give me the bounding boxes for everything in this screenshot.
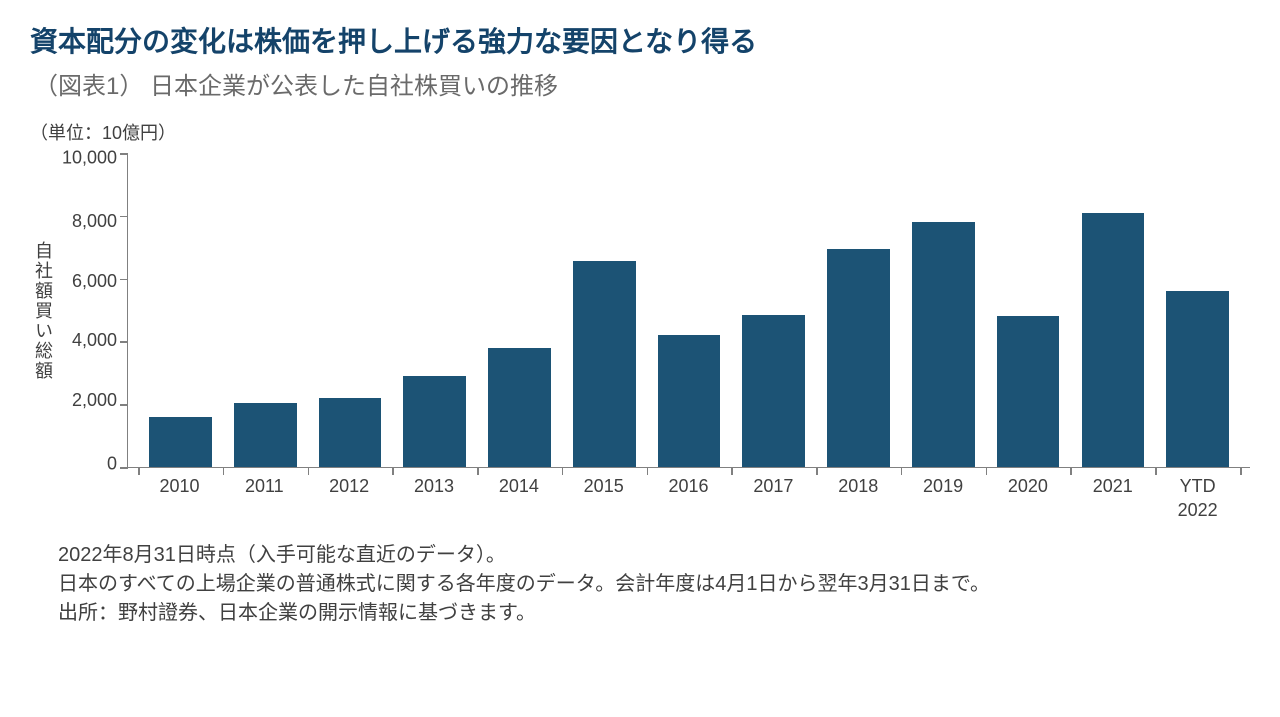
bar-slot <box>986 153 1071 467</box>
x-tick-label: 2011 <box>222 468 307 523</box>
footnote-line: 2022年8月31日時点（入手可能な直近のデータ）。 <box>58 541 1250 570</box>
x-tick-mark <box>392 467 394 475</box>
x-tick-mark <box>647 467 649 475</box>
bar <box>827 249 890 467</box>
y-tick-label: 10,000 <box>62 149 117 167</box>
y-tick-label: 0 <box>107 454 117 472</box>
x-tick-mark <box>477 467 479 475</box>
y-tick-label: 2,000 <box>72 391 117 409</box>
y-axis-ticks: 10,0008,0006,0004,0002,0000 <box>62 153 127 468</box>
x-tick-label: 2016 <box>646 468 731 523</box>
y-tick-mark <box>120 467 128 469</box>
x-tick-label: 2017 <box>731 468 816 523</box>
x-tick-label: 2019 <box>901 468 986 523</box>
bar <box>997 316 1060 467</box>
y-axis-title: 自社額買い総額 <box>30 153 62 468</box>
y-tick-mark <box>120 153 128 155</box>
x-tick-label: 2010 <box>137 468 222 523</box>
x-tick-mark <box>986 467 988 475</box>
unit-label: （単位：10億円） <box>30 119 1250 145</box>
x-tick-label: 2020 <box>986 468 1071 523</box>
chart-wrapper: 自社額買い総額 10,0008,0006,0004,0002,0000 2010… <box>30 153 1250 523</box>
bar-slot <box>647 153 732 467</box>
x-tick-mark <box>1240 467 1242 475</box>
bar-slot <box>901 153 986 467</box>
x-tick-mark <box>1155 467 1157 475</box>
bar-slot <box>138 153 223 467</box>
x-tick-label: 2013 <box>392 468 477 523</box>
bar-slot <box>731 153 816 467</box>
bar-slot <box>308 153 393 467</box>
chart-subtitle: （図表1） 日本企業が公表した自社株買いの推移 <box>34 66 1250 101</box>
bar <box>149 417 212 467</box>
x-tick-label: 2012 <box>307 468 392 523</box>
x-tick-label: 2018 <box>816 468 901 523</box>
y-tick-label: 4,000 <box>72 331 117 349</box>
x-axis-labels: 2010201120122013201420152016201720182019… <box>127 468 1250 523</box>
bar <box>488 348 551 467</box>
x-tick-label: 2014 <box>476 468 561 523</box>
bar-slot <box>1155 153 1240 467</box>
x-tick-label: 2015 <box>561 468 646 523</box>
plot-area <box>127 153 1250 468</box>
y-tick-mark <box>120 341 128 343</box>
x-tick-mark <box>562 467 564 475</box>
y-tick-mark <box>120 279 128 281</box>
y-tick-label: 6,000 <box>72 272 117 290</box>
footnote-line: 日本のすべての上場企業の普通株式に関する各年度のデータ。会計年度は4月1日から翌… <box>58 570 1250 599</box>
x-tick-mark <box>901 467 903 475</box>
bar-slot <box>1070 153 1155 467</box>
bar-slot <box>816 153 901 467</box>
bar-slot <box>477 153 562 467</box>
bars-container <box>128 153 1250 467</box>
x-tick-label: 2021 <box>1070 468 1155 523</box>
footnotes: 2022年8月31日時点（入手可能な直近のデータ）。日本のすべての上場企業の普通… <box>58 541 1250 628</box>
x-tick-mark <box>1070 467 1072 475</box>
footnote-line: 出所：野村證券、日本企業の開示情報に基づきます。 <box>58 599 1250 628</box>
x-tick-mark <box>138 467 140 475</box>
bar <box>742 315 805 467</box>
y-tick-mark <box>120 216 128 218</box>
x-tick-mark <box>308 467 310 475</box>
bar <box>658 335 721 467</box>
x-tick-mark <box>816 467 818 475</box>
bar <box>912 222 975 467</box>
chart-area: 10,0008,0006,0004,0002,0000 201020112012… <box>62 153 1250 523</box>
bar <box>403 376 466 467</box>
chart-title: 資本配分の変化は株価を押し上げる強力な要因となり得る <box>30 20 1250 60</box>
bar-slot <box>223 153 308 467</box>
bar <box>1166 291 1229 467</box>
x-tick-mark <box>223 467 225 475</box>
bar <box>573 261 636 467</box>
y-tick-mark <box>120 404 128 406</box>
x-tick-mark <box>731 467 733 475</box>
bar <box>234 403 297 467</box>
x-tick-label: YTD 2022 <box>1155 468 1240 523</box>
y-tick-label: 8,000 <box>72 212 117 230</box>
bar-slot <box>392 153 477 467</box>
bar <box>1082 213 1145 467</box>
bar-slot <box>562 153 647 467</box>
bar <box>319 398 382 467</box>
